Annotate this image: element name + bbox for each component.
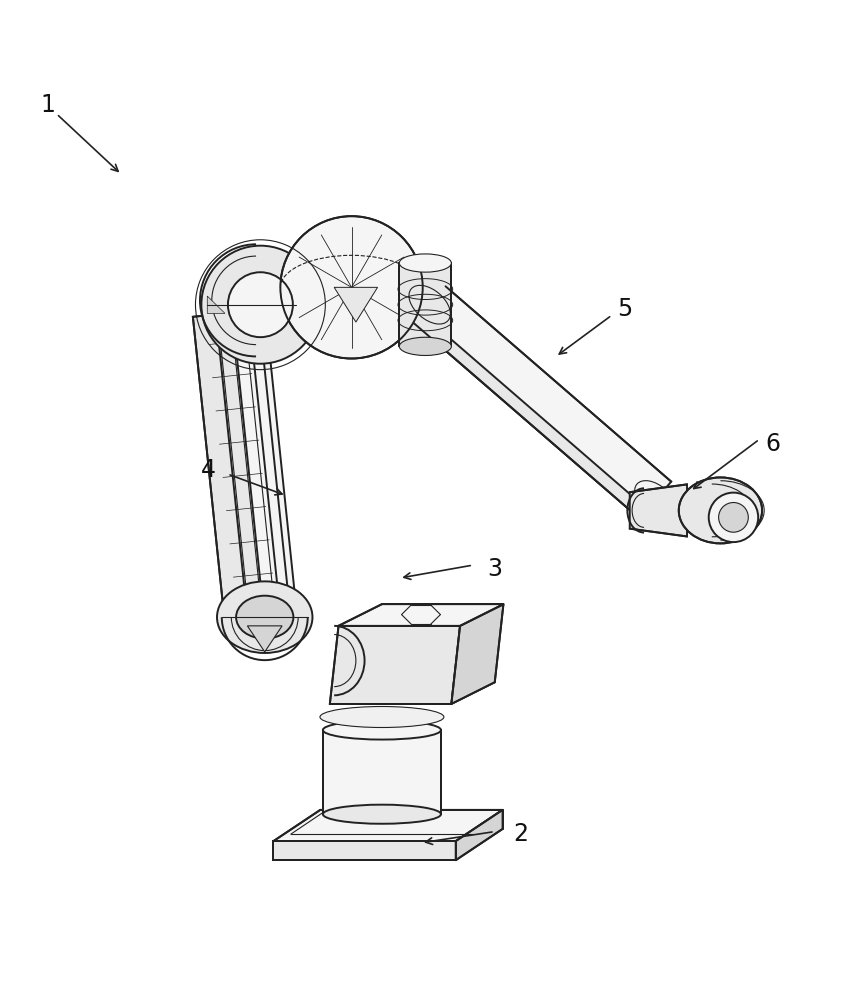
Polygon shape <box>226 311 279 604</box>
Polygon shape <box>193 314 247 608</box>
Polygon shape <box>685 495 712 526</box>
Text: 5: 5 <box>617 297 633 321</box>
Polygon shape <box>323 730 441 814</box>
Ellipse shape <box>399 337 451 355</box>
Ellipse shape <box>323 805 441 824</box>
Ellipse shape <box>320 706 444 728</box>
Polygon shape <box>273 810 503 841</box>
Polygon shape <box>339 604 503 626</box>
Polygon shape <box>207 296 225 313</box>
Ellipse shape <box>201 246 319 364</box>
Ellipse shape <box>280 216 423 359</box>
Polygon shape <box>334 287 378 322</box>
Polygon shape <box>330 626 460 704</box>
Ellipse shape <box>323 720 441 740</box>
Polygon shape <box>451 604 503 704</box>
Polygon shape <box>209 313 263 606</box>
Ellipse shape <box>708 493 759 542</box>
Polygon shape <box>399 263 451 346</box>
Ellipse shape <box>679 477 762 543</box>
Ellipse shape <box>635 481 676 519</box>
Text: 6: 6 <box>765 432 780 456</box>
Polygon shape <box>630 484 687 536</box>
Polygon shape <box>242 309 295 602</box>
Text: 4: 4 <box>201 458 216 482</box>
Text: 1: 1 <box>40 93 56 117</box>
Polygon shape <box>414 314 648 518</box>
Ellipse shape <box>719 503 748 532</box>
Polygon shape <box>273 841 456 860</box>
Ellipse shape <box>409 285 450 324</box>
Text: 2: 2 <box>513 822 529 846</box>
Polygon shape <box>247 626 282 652</box>
Ellipse shape <box>228 272 293 337</box>
Polygon shape <box>414 286 671 518</box>
Text: 3: 3 <box>487 557 503 581</box>
Ellipse shape <box>236 596 293 639</box>
Ellipse shape <box>217 581 312 653</box>
Ellipse shape <box>399 254 451 272</box>
Polygon shape <box>456 810 503 860</box>
